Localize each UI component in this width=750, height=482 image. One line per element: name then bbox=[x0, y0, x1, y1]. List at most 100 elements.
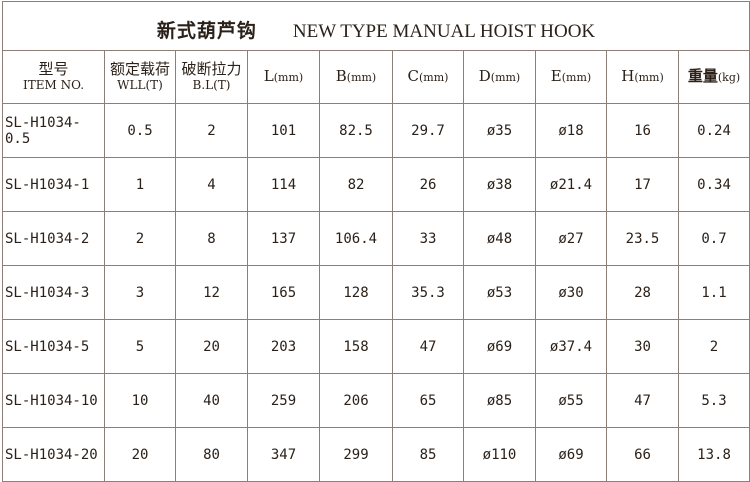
table-cell: 299 bbox=[319, 427, 393, 482]
table-cell: 82 bbox=[319, 157, 393, 212]
header-item: 型号 ITEM NO. bbox=[2, 50, 105, 104]
table-cell: 8 bbox=[175, 211, 248, 266]
header-en: WLL(T) bbox=[117, 78, 163, 92]
header-d: D(mm) bbox=[463, 50, 536, 104]
header-unit: (mm) bbox=[634, 71, 664, 84]
table-cell: 0.24 bbox=[677, 103, 750, 158]
table-cell: 85 bbox=[392, 427, 464, 482]
table-cell: 5.3 bbox=[677, 373, 750, 428]
table-row: SL-H1034-3 3 12 165 128 35.3 ø53 ø30 28 1.1 bbox=[2, 265, 750, 320]
header-h: H(mm) bbox=[606, 50, 679, 104]
table-row: SL-H1034-0.5 0.5 2 101 82.5 29.7 ø35 ø18 16 0.24 bbox=[2, 103, 750, 158]
table-cell: 114 bbox=[247, 157, 320, 212]
table-cell: 65 bbox=[392, 373, 464, 428]
table-cell: 66 bbox=[606, 427, 679, 482]
header-cn: 型号 bbox=[38, 60, 69, 78]
table-cell: 5 bbox=[104, 319, 176, 374]
table-row: SL-H1034-2 2 8 137 106.4 33 ø48 ø27 23.5 0.7 bbox=[2, 211, 750, 266]
table-cell: 4 bbox=[175, 157, 248, 212]
table-cell: ø18 bbox=[535, 103, 607, 158]
table-cell: SL-H1034-0.5 bbox=[2, 103, 105, 158]
table-cell: ø69 bbox=[463, 319, 536, 374]
table-cell: 3 bbox=[104, 265, 176, 320]
table-cell: 158 bbox=[319, 319, 393, 374]
table-cell: 2 bbox=[677, 319, 750, 374]
table-cell: 20 bbox=[104, 427, 176, 482]
header-c: C(mm) bbox=[392, 50, 464, 104]
header-e: E(mm) bbox=[535, 50, 607, 104]
table-cell: 23.5 bbox=[606, 211, 679, 266]
table-cell: ø55 bbox=[535, 373, 607, 428]
table-cell: 2 bbox=[104, 211, 176, 266]
header-b: B(mm) bbox=[319, 50, 393, 104]
header-wll: 额定载荷 WLL(T) bbox=[104, 50, 176, 104]
table-cell: 10 bbox=[104, 373, 176, 428]
header-weight: 重量(kg) bbox=[677, 50, 750, 104]
header-cn: 额定载荷 bbox=[109, 60, 170, 78]
table-cell: ø30 bbox=[535, 265, 607, 320]
header-row: 型号 ITEM NO. 额定载荷 WLL(T) 破断拉力 B.L(T) L(mm) B… bbox=[2, 50, 750, 104]
table-cell: 80 bbox=[175, 427, 248, 482]
title-en: NEW TYPE MANUAL HOIST HOOK bbox=[292, 20, 596, 42]
table-cell: ø37.4 bbox=[535, 319, 607, 374]
table-cell: ø53 bbox=[463, 265, 536, 320]
table-row: SL-H1034-5 5 20 203 158 47 ø69 ø37.4 30 2 bbox=[2, 319, 750, 374]
table-cell: 47 bbox=[392, 319, 464, 374]
table-cell: 35.3 bbox=[392, 265, 464, 320]
table-cell: 0.34 bbox=[677, 157, 750, 212]
table-cell: 12 bbox=[175, 265, 248, 320]
header-label: 重量 bbox=[687, 67, 718, 85]
table-cell: 30 bbox=[606, 319, 679, 374]
header-unit: (mm) bbox=[346, 71, 377, 84]
table-cell: SL-H1034-2 bbox=[2, 211, 105, 266]
table-cell: 33 bbox=[392, 211, 464, 266]
table-cell: ø48 bbox=[463, 211, 536, 266]
table-cell: 40 bbox=[175, 373, 248, 428]
table-title: 新式葫芦钩 NEW TYPE MANUAL HOIST HOOK bbox=[1, 1, 750, 51]
title-cn: 新式葫芦钩 bbox=[156, 20, 257, 42]
table-cell: 17 bbox=[606, 157, 679, 212]
header-unit: (kg) bbox=[717, 71, 741, 84]
table-cell: SL-H1034-1 bbox=[2, 157, 105, 212]
header-unit: (mm) bbox=[273, 71, 304, 84]
header-label: D bbox=[478, 67, 491, 85]
table-cell: SL-H1034-20 bbox=[2, 427, 105, 482]
header-l: L(mm) bbox=[247, 50, 320, 104]
table-cell: 47 bbox=[606, 373, 679, 428]
table-cell: 20 bbox=[175, 319, 248, 374]
header-label: B bbox=[335, 67, 347, 85]
table-cell: 82.5 bbox=[319, 103, 393, 158]
header-label: C bbox=[407, 67, 420, 85]
header-label: H bbox=[621, 67, 635, 85]
table-cell: SL-H1034-10 bbox=[2, 373, 105, 428]
table-cell: 29.7 bbox=[392, 103, 464, 158]
table-cell: 2 bbox=[175, 103, 248, 158]
table-cell: SL-H1034-3 bbox=[2, 265, 105, 320]
table-cell: 259 bbox=[247, 373, 320, 428]
header-unit: (mm) bbox=[561, 71, 592, 84]
header-unit: (mm) bbox=[490, 71, 521, 84]
table-cell: 13.8 bbox=[677, 427, 750, 482]
table-cell: 347 bbox=[247, 427, 320, 482]
table-cell: ø110 bbox=[463, 427, 536, 482]
header-cn: 破断拉力 bbox=[181, 60, 242, 78]
table-cell: 203 bbox=[247, 319, 320, 374]
table-cell: ø38 bbox=[463, 157, 536, 212]
table-cell: ø27 bbox=[535, 211, 607, 266]
table-cell: 26 bbox=[392, 157, 464, 212]
table-cell: 165 bbox=[247, 265, 320, 320]
table-cell: 128 bbox=[319, 265, 393, 320]
table-cell: 101 bbox=[247, 103, 320, 158]
table-body: SL-H1034-0.5 0.5 2 101 82.5 29.7 ø35 ø18 16 0.24 S… bbox=[2, 103, 750, 482]
table-row: SL-H1034-1 1 4 114 82 26 ø38 ø21.4 17 0.34 bbox=[2, 157, 750, 212]
table-cell: 1.1 bbox=[677, 265, 750, 320]
table-cell: 28 bbox=[606, 265, 679, 320]
table-cell: SL-H1034-5 bbox=[2, 319, 105, 374]
header-en: ITEM NO. bbox=[22, 78, 85, 92]
header-label: L bbox=[263, 67, 274, 85]
table-cell: 1 bbox=[104, 157, 176, 212]
header-label: E bbox=[550, 67, 562, 85]
table-cell: 16 bbox=[606, 103, 679, 158]
table-cell: 106.4 bbox=[319, 211, 393, 266]
table-cell: ø21.4 bbox=[535, 157, 607, 212]
